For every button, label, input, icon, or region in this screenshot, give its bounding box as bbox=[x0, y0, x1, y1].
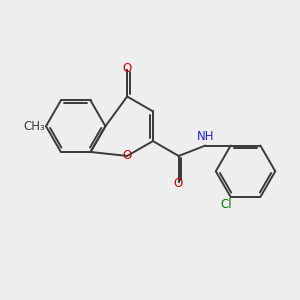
Text: O: O bbox=[122, 62, 132, 75]
Text: Cl: Cl bbox=[220, 198, 232, 211]
Text: O: O bbox=[173, 177, 183, 190]
Text: CH₃: CH₃ bbox=[24, 120, 46, 133]
Text: O: O bbox=[122, 149, 132, 162]
Text: NH: NH bbox=[197, 130, 214, 143]
